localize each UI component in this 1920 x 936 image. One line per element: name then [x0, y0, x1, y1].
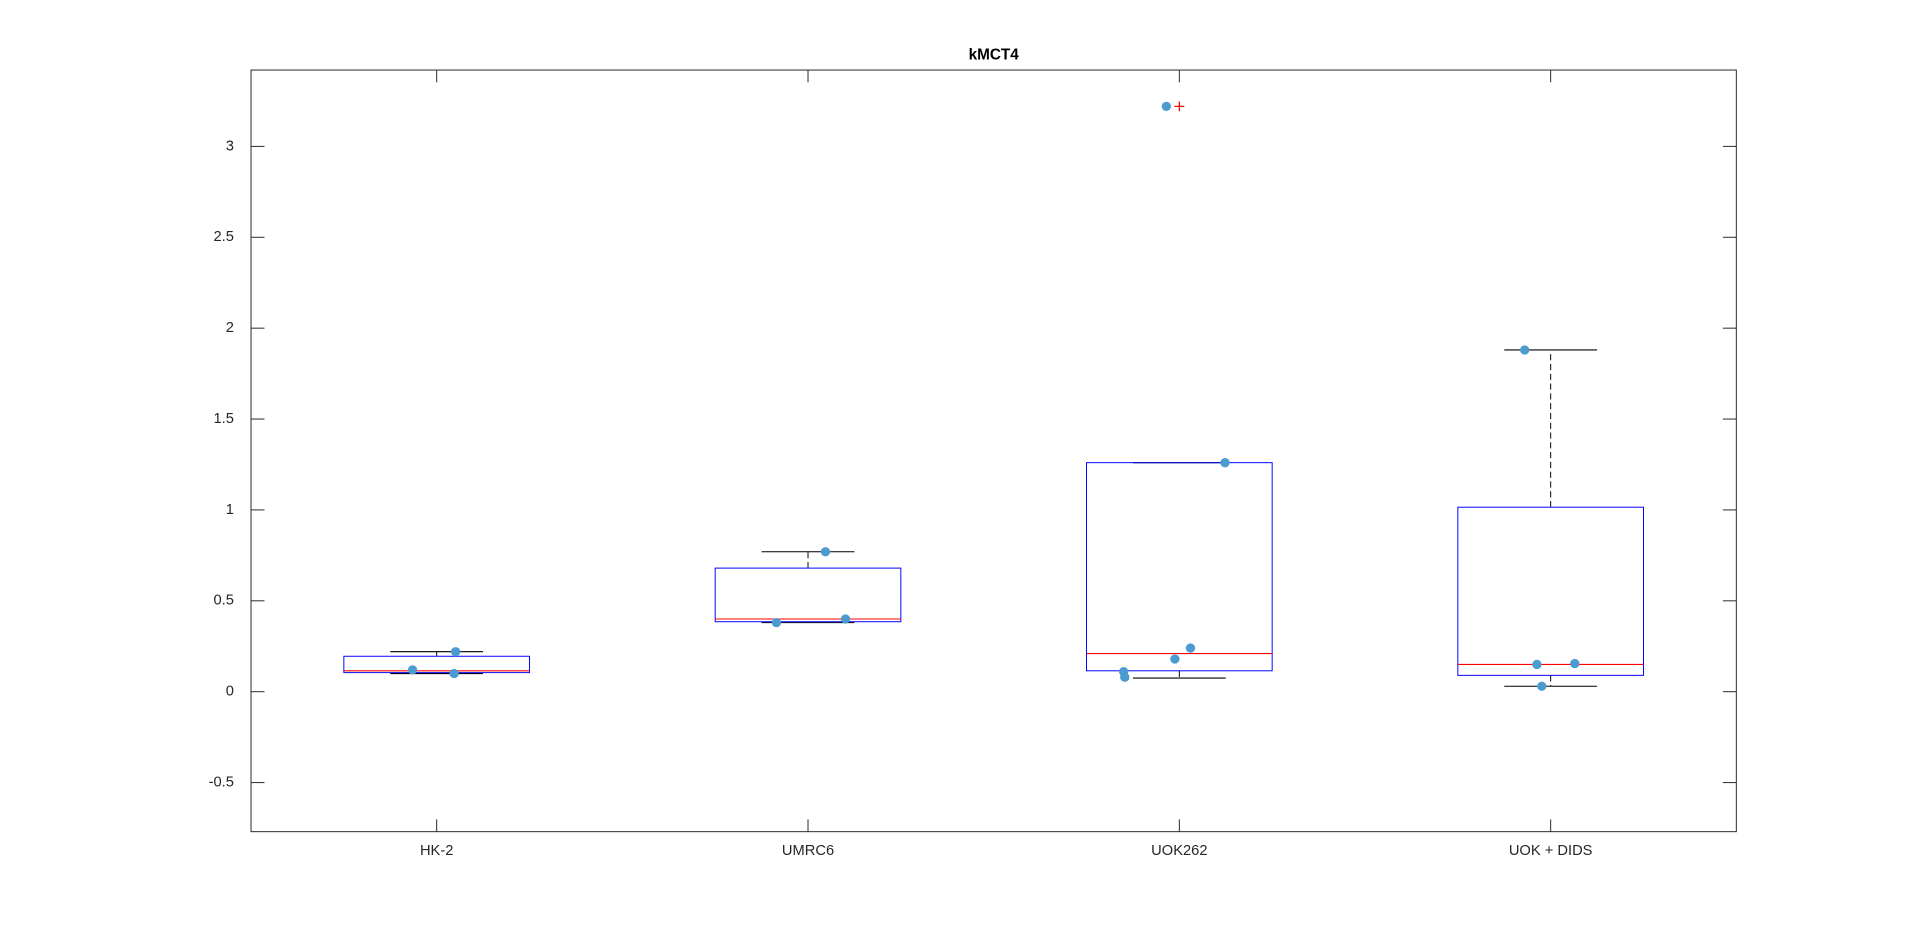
box — [714, 567, 902, 623]
data-point — [1532, 659, 1542, 670]
x-tick-label: UOK + DIDS — [1509, 843, 1593, 859]
y-tick-label: 2 — [226, 320, 234, 336]
box — [1457, 506, 1644, 676]
data-point — [449, 668, 459, 679]
y-tick-label: 1.5 — [213, 411, 233, 427]
y-tick-label: 1 — [226, 502, 234, 518]
x-tick-label: UOK262 — [1151, 843, 1207, 859]
chart-title: kMCT4 — [969, 46, 1020, 63]
data-point — [1220, 458, 1230, 468]
y-tick-label: 0 — [226, 684, 234, 700]
box — [343, 655, 531, 674]
data-point — [1120, 672, 1130, 682]
data-point — [450, 647, 461, 657]
data-point — [820, 547, 831, 557]
box — [1086, 462, 1273, 672]
axes-box — [250, 69, 1737, 833]
data-point — [1161, 101, 1171, 112]
data-point — [1570, 658, 1580, 669]
data-point — [1185, 643, 1196, 653]
data-point — [1170, 654, 1180, 664]
x-tick-label: HK-2 — [420, 843, 453, 859]
data-point — [407, 665, 418, 675]
y-tick-label: 0.5 — [213, 593, 233, 609]
y-tick-label: -0.5 — [209, 774, 234, 790]
data-point — [1537, 681, 1547, 691]
y-tick-label: 3 — [226, 138, 234, 154]
y-tick-label: 2.5 — [213, 229, 233, 245]
x-tick-label: UMRC6 — [782, 843, 834, 859]
data-point — [840, 614, 851, 624]
data-point — [771, 617, 782, 628]
data-point — [1520, 345, 1530, 355]
outlier — [1174, 101, 1185, 112]
